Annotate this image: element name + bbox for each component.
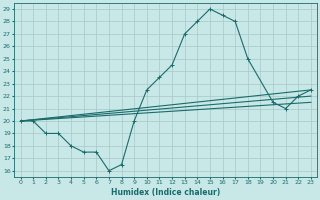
X-axis label: Humidex (Indice chaleur): Humidex (Indice chaleur) <box>111 188 220 197</box>
